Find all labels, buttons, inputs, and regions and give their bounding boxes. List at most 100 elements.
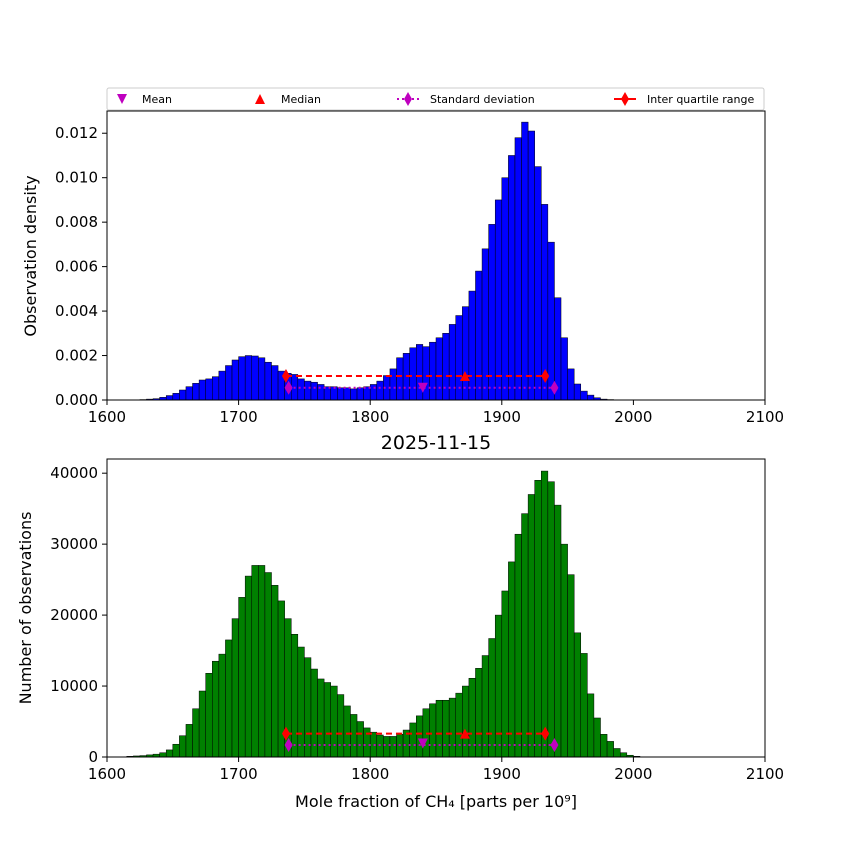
histogram-bar	[501, 177, 509, 401]
histogram-bar	[600, 734, 608, 758]
histogram-bar	[172, 743, 180, 758]
histogram-bar	[350, 388, 358, 401]
histogram-bar	[514, 533, 522, 758]
std-marker	[284, 380, 293, 395]
y-tick-label: 40000	[50, 464, 98, 482]
median-marker	[459, 370, 470, 381]
histogram-bar	[205, 378, 213, 401]
histogram-bar	[442, 333, 450, 401]
histogram-bar	[613, 748, 621, 758]
histogram-bar	[179, 389, 187, 401]
y-axis-label-density: Observation density	[21, 175, 40, 336]
histogram-bar	[435, 699, 443, 758]
histogram-bar	[159, 752, 167, 758]
histogram-bar	[448, 697, 456, 758]
x-tick-label: 1600	[88, 765, 126, 783]
histogram-bar	[521, 121, 529, 401]
histogram-bar	[304, 380, 312, 401]
histogram-bar	[310, 668, 318, 758]
histogram-bar	[343, 705, 351, 758]
histogram-bar	[290, 634, 299, 758]
histogram-bar	[580, 390, 588, 401]
histogram-bar	[573, 383, 582, 401]
histogram-bar	[409, 347, 417, 401]
histogram-bar	[244, 355, 253, 401]
mean-marker-icon	[117, 94, 127, 104]
histogram-bar	[165, 749, 174, 758]
histogram-bar	[205, 673, 213, 758]
y-tick-label: 0.004	[55, 302, 98, 320]
histogram-bar	[501, 590, 509, 758]
histogram-bar	[363, 727, 371, 758]
histogram-bar	[330, 685, 338, 758]
x-axis-label: Mole fraction of CH₄ [parts per 10⁹]	[295, 792, 577, 811]
x-tick-label: 1900	[483, 408, 521, 426]
legend-label-median: Median	[281, 93, 321, 106]
histogram-bar	[442, 699, 450, 758]
histogram-bar	[416, 715, 424, 758]
y-tick-label: 0	[88, 748, 98, 766]
histogram-bar	[304, 657, 312, 758]
histogram-bar	[488, 638, 496, 758]
legend-item-mean: Mean	[117, 93, 172, 106]
histogram-bar	[580, 653, 588, 758]
histogram-bar	[218, 370, 226, 401]
histogram-bar	[258, 565, 266, 758]
std-marker	[284, 737, 293, 752]
histogram-bar	[225, 365, 233, 401]
histogram-bar	[508, 561, 516, 758]
histogram-bar	[251, 355, 259, 401]
plot-frame	[106, 110, 766, 401]
histogram-bar	[587, 394, 595, 401]
histogram-bar	[383, 736, 391, 758]
histogram-bar	[185, 724, 193, 758]
median-marker	[459, 728, 470, 739]
legend-frame	[106, 87, 765, 111]
histogram-bar	[231, 359, 239, 401]
histogram-bar	[337, 694, 345, 758]
x-tick-label: 1600	[88, 408, 126, 426]
histogram-bar	[238, 597, 246, 758]
histogram-bar	[225, 639, 233, 758]
histogram-bar	[541, 470, 549, 758]
histogram-bar	[560, 337, 568, 401]
histogram-bar	[514, 137, 522, 401]
y-tick-label: 0.012	[55, 124, 98, 142]
histogram-bar	[389, 368, 397, 401]
histogram-bar	[389, 736, 397, 758]
histogram-bar	[165, 395, 174, 401]
histogram-bar	[317, 678, 325, 758]
histogram-bar	[606, 741, 614, 758]
histogram-bar	[212, 660, 220, 758]
density-panel: 1600 1700 1800 1900 2000 2100 0.000 0.002 0.004 0…	[55, 110, 784, 426]
plot-frame	[106, 458, 766, 758]
histogram-bar	[534, 480, 542, 758]
histogram-bar	[429, 703, 437, 758]
chart-title: 2025-11-15	[381, 432, 491, 454]
histogram-bar	[356, 721, 364, 758]
histogram-bar	[376, 734, 384, 758]
histogram-bar	[587, 693, 595, 758]
iqr-marker	[281, 726, 290, 741]
legend-label-iqr: Inter quartile range	[647, 93, 754, 106]
histogram-bar	[508, 155, 516, 401]
x-tick-label: 1800	[351, 408, 389, 426]
histogram-bar	[212, 376, 220, 401]
histogram-bar	[560, 543, 568, 758]
histogram-bar	[573, 632, 582, 758]
count-panel: 1600 1700 1800 1900 2000 2100 0 10000 20000 30000…	[50, 458, 784, 783]
histogram-bar	[396, 357, 404, 401]
histogram-bar	[198, 379, 206, 401]
histogram-bar	[527, 130, 535, 401]
x-tick-label: 2100	[746, 765, 784, 783]
histogram-bar	[179, 735, 187, 758]
histogram-bar	[271, 365, 279, 401]
iqr-marker	[281, 368, 290, 383]
histogram-bar	[192, 708, 200, 758]
iqr-marker	[541, 726, 550, 741]
x-tick-label: 1700	[220, 765, 258, 783]
histogram-bar	[462, 306, 470, 401]
histogram-bar	[356, 387, 364, 401]
histogram-bar	[494, 614, 503, 758]
